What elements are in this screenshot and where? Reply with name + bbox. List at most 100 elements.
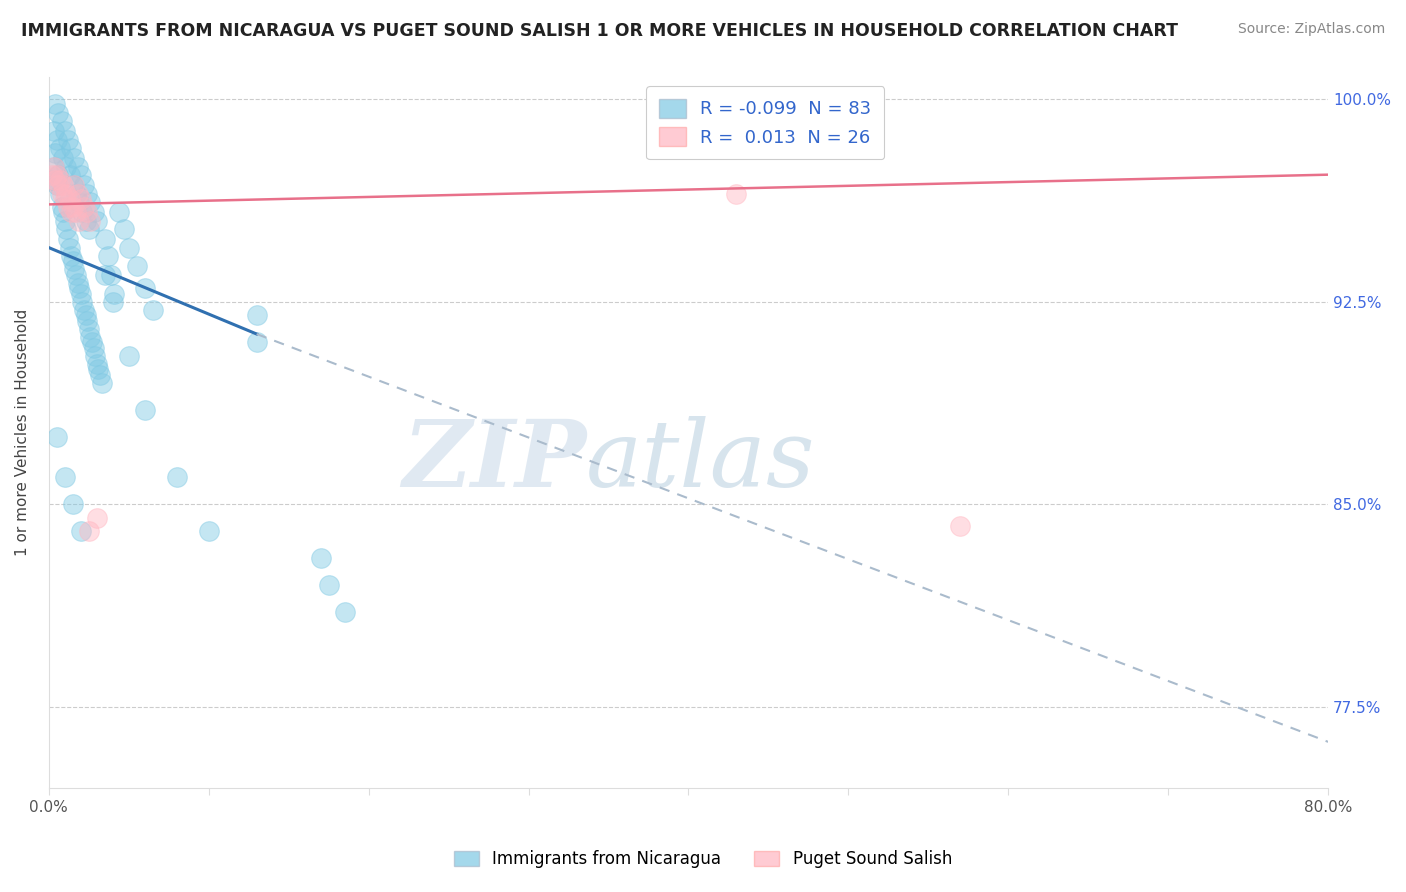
Point: [118, 241, 141, 255]
Point: [49, 141, 72, 155]
Point: [51, 186, 73, 201]
Point: [58, 168, 80, 182]
Point: [46, 178, 69, 193]
Point: [56, 132, 79, 146]
Point: [142, 302, 165, 317]
Point: [44, 146, 66, 161]
Text: IMMIGRANTS FROM NICARAGUA VS PUGET SOUND SALISH 1 OR MORE VEHICLES IN HOUSEHOLD : IMMIGRANTS FROM NICARAGUA VS PUGET SOUND…: [21, 22, 1178, 40]
Point: [49, 186, 72, 201]
Legend: R = -0.099  N = 83, R =  0.013  N = 26: R = -0.099 N = 83, R = 0.013 N = 26: [647, 87, 884, 160]
Point: [72, 294, 94, 309]
Point: [45, 178, 67, 193]
Point: [60, 205, 83, 219]
Point: [75, 308, 97, 322]
Point: [318, 578, 340, 592]
Point: [67, 281, 90, 295]
Point: [86, 357, 108, 371]
Point: [79, 213, 101, 227]
Point: [73, 178, 96, 193]
Point: [42, 160, 65, 174]
Point: [62, 178, 84, 193]
Point: [69, 524, 91, 538]
Point: [125, 260, 148, 274]
Point: [69, 286, 91, 301]
Point: [93, 232, 115, 246]
Point: [52, 152, 75, 166]
Point: [246, 335, 269, 350]
Point: [69, 192, 91, 206]
Point: [53, 124, 76, 138]
Point: [56, 200, 79, 214]
Point: [134, 402, 156, 417]
Point: [65, 186, 87, 201]
Point: [949, 518, 972, 533]
Point: [55, 221, 77, 235]
Point: [75, 213, 97, 227]
Point: [66, 160, 89, 174]
Point: [103, 286, 125, 301]
Point: [118, 349, 141, 363]
Point: [63, 178, 86, 193]
Text: ZIP: ZIP: [402, 416, 586, 506]
Point: [46, 168, 69, 182]
Point: [90, 376, 112, 390]
Y-axis label: 1 or more Vehicles in Household: 1 or more Vehicles in Household: [15, 309, 30, 557]
Point: [58, 192, 80, 206]
Point: [83, 341, 105, 355]
Point: [51, 200, 73, 214]
Point: [44, 97, 66, 112]
Point: [58, 241, 80, 255]
Point: [100, 268, 122, 282]
Point: [134, 281, 156, 295]
Point: [79, 329, 101, 343]
Point: [67, 194, 90, 209]
Point: [77, 221, 100, 235]
Point: [63, 152, 86, 166]
Point: [112, 221, 135, 235]
Point: [309, 551, 332, 566]
Point: [41, 168, 63, 182]
Point: [62, 254, 84, 268]
Text: atlas: atlas: [586, 416, 815, 506]
Point: [63, 262, 86, 277]
Point: [53, 192, 76, 206]
Point: [44, 173, 66, 187]
Point: [72, 205, 94, 219]
Point: [73, 302, 96, 317]
Point: [62, 497, 84, 511]
Point: [80, 335, 103, 350]
Point: [45, 430, 67, 444]
Point: [97, 249, 120, 263]
Point: [108, 205, 131, 219]
Point: [55, 160, 77, 174]
Point: [725, 186, 748, 201]
Point: [89, 368, 111, 382]
Point: [66, 186, 89, 201]
Point: [76, 186, 98, 201]
Point: [52, 178, 75, 193]
Point: [333, 605, 356, 619]
Point: [84, 349, 107, 363]
Point: [246, 308, 269, 322]
Point: [79, 194, 101, 209]
Point: [51, 113, 73, 128]
Point: [76, 205, 98, 219]
Point: [45, 168, 67, 182]
Point: [86, 510, 108, 524]
Point: [45, 132, 67, 146]
Point: [93, 268, 115, 282]
Point: [65, 205, 87, 219]
Point: [77, 321, 100, 335]
Point: [60, 141, 83, 155]
Point: [67, 213, 90, 227]
Point: [87, 362, 110, 376]
Point: [166, 470, 188, 484]
Point: [101, 294, 124, 309]
Point: [42, 160, 65, 174]
Text: Source: ZipAtlas.com: Source: ZipAtlas.com: [1237, 22, 1385, 37]
Point: [49, 173, 72, 187]
Point: [86, 213, 108, 227]
Point: [83, 205, 105, 219]
Point: [56, 232, 79, 246]
Point: [41, 173, 63, 187]
